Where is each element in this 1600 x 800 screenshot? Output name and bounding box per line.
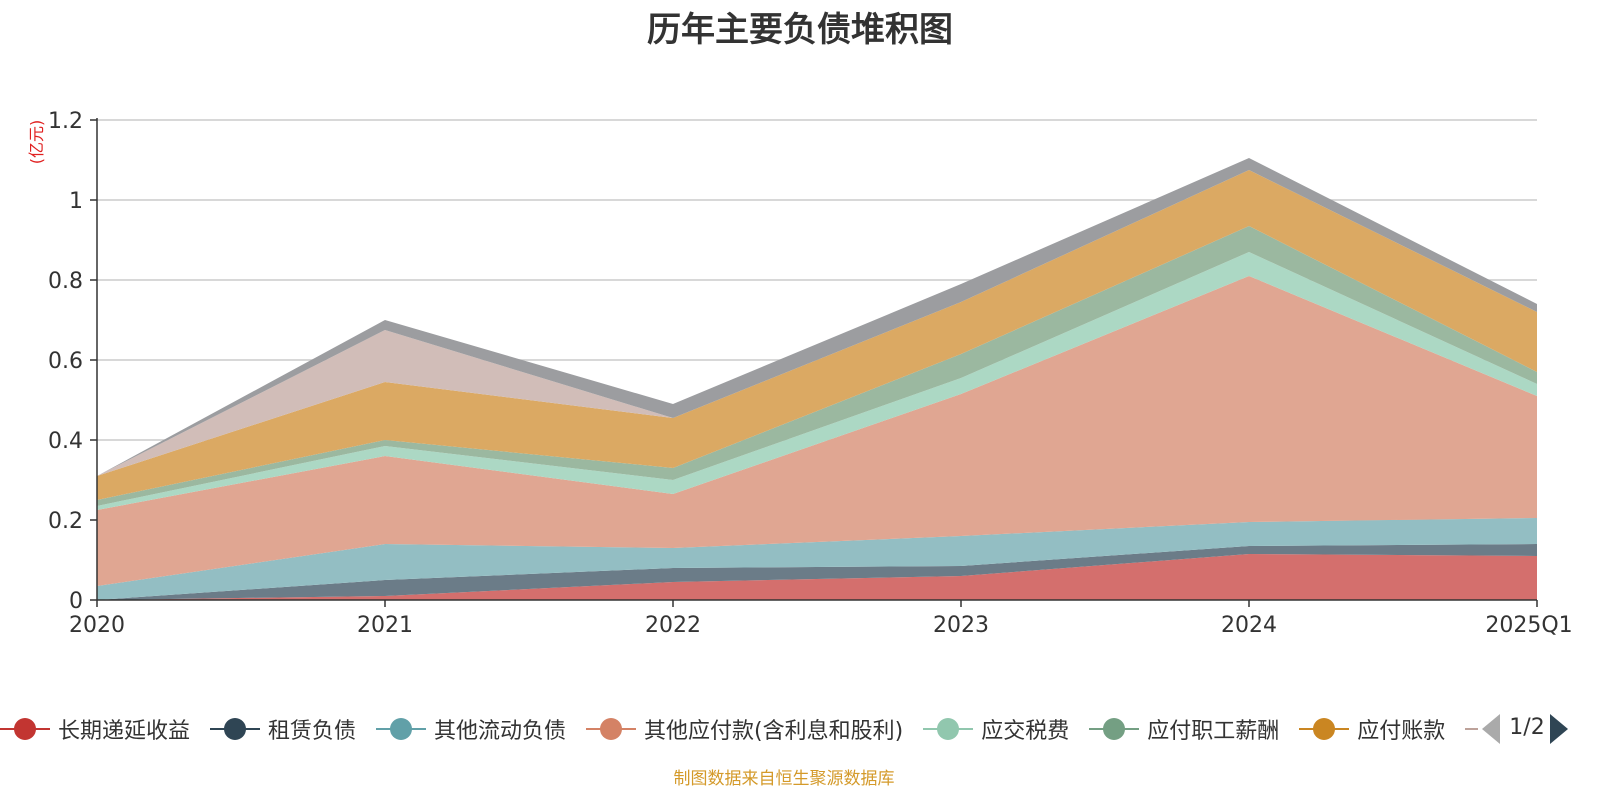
legend-label: 应付职工薪酬	[1147, 719, 1280, 744]
x-tick-label: 2021	[357, 613, 413, 638]
legend-marker-icon	[923, 717, 974, 741]
y-tick-label: 0.6	[48, 349, 83, 374]
legend-marker-icon	[586, 717, 637, 741]
legend-prev-page-icon[interactable]	[1482, 714, 1500, 744]
legend-label: 应交税费	[981, 719, 1070, 744]
legend-pager: 1/2	[1478, 710, 1600, 750]
area-series-长期递延收益[interactable]	[97, 554, 1537, 600]
x-tick-label: 2022	[645, 613, 701, 638]
legend-label: 其他流动负债	[434, 719, 567, 744]
legend-item[interactable]: 其他应付款(含利息和股利)	[586, 713, 903, 745]
legend-marker-icon	[1299, 717, 1350, 741]
legend-marker-icon	[1089, 717, 1140, 741]
legend: 长期递延收益 租赁负债 其他流动负债 其他应付款(含利息和股利) 应交税费 应付职工薪酬 应…	[0, 713, 1478, 753]
legend-next-page-icon[interactable]	[1550, 714, 1568, 744]
legend-item[interactable]: 应付账款	[1299, 713, 1445, 745]
area-series-应付账款[interactable]	[97, 170, 1537, 500]
legend-marker-icon	[376, 717, 427, 741]
chart-title: 历年主要负债堆积图	[647, 10, 953, 50]
x-tick-label: 2023	[933, 613, 989, 638]
legend-label: 应付账款	[1357, 719, 1446, 744]
legend-label: 长期递延收益	[58, 719, 191, 744]
area-series-租赁负债[interactable]	[97, 544, 1537, 600]
area-series-其他应付款(含利息和股利)[interactable]	[97, 276, 1537, 586]
y-tick-label: 0.8	[48, 269, 83, 294]
legend-item[interactable]: 其他流动负债	[376, 713, 566, 745]
x-tick-label: 2024	[1221, 613, 1277, 638]
legend-item[interactable]: 应交税费	[923, 713, 1069, 745]
x-tick-label: 2025Q1	[1485, 613, 1572, 638]
legend-item[interactable]: 租赁负债	[210, 713, 356, 745]
legend-marker-icon	[0, 717, 50, 741]
legend-marker-icon	[210, 717, 261, 741]
legend-page-indicator: 1/2	[1509, 715, 1545, 740]
source-note: 制图数据来自恒生聚源数据库	[673, 769, 895, 789]
y-tick-label: 1.2	[48, 109, 83, 134]
stacked-area-chart: 0 0.2 0.4 0.6 0.8 1 1.2 2020 2021 2022 2023 2024 202…	[27, 109, 1573, 638]
y-tick-label: 0.2	[48, 509, 83, 534]
area-series	[97, 158, 1537, 600]
legend-marker-icon	[1465, 717, 1478, 741]
legend-item[interactable]: 合同负债	[1465, 713, 1478, 745]
area-series-其他流动负债[interactable]	[97, 518, 1537, 600]
y-tick-label: 0.4	[48, 429, 83, 454]
y-tick-label: 1	[69, 189, 83, 214]
legend-item[interactable]: 应付职工薪酬	[1089, 713, 1279, 745]
axes: 0 0.2 0.4 0.6 0.8 1 1.2 2020 2021 2022 2023 2024 202…	[48, 109, 1573, 638]
y-tick-label: 0	[69, 589, 83, 614]
legend-label: 租赁负债	[268, 719, 357, 744]
legend-label: 其他应付款(含利息和股利)	[644, 719, 904, 744]
x-tick-label: 2020	[69, 613, 125, 638]
legend-item[interactable]: 长期递延收益	[0, 713, 190, 745]
y-axis-unit-label: (亿元)	[27, 120, 46, 165]
